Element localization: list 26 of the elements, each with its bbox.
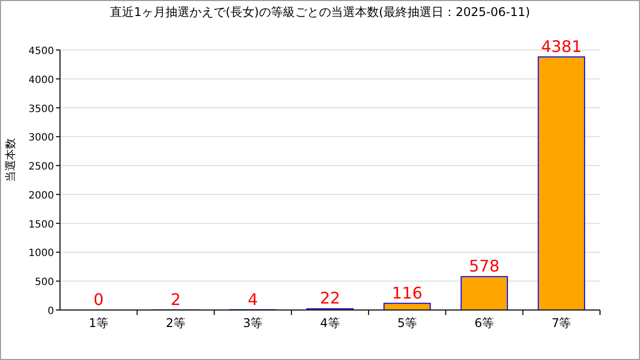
y-tick-label: 3500 bbox=[28, 104, 54, 115]
x-tick-label: 4等 bbox=[320, 316, 340, 330]
data-label: 22 bbox=[320, 288, 340, 308]
y-tick-label: 4500 bbox=[28, 46, 54, 57]
data-label: 4 bbox=[248, 290, 258, 309]
data-label: 2 bbox=[170, 290, 181, 309]
y-tick-label: 1000 bbox=[28, 248, 54, 260]
x-tick-label: 5等 bbox=[397, 316, 417, 330]
y-tick-label: 500 bbox=[34, 277, 54, 288]
data-label: 0 bbox=[93, 290, 104, 309]
x-tick-label: 1等 bbox=[88, 316, 108, 330]
chart-title: 直近1ヶ月抽選かえで(長女)の等級ごとの当選本数(最終抽選日：2025-06-11) bbox=[110, 5, 530, 19]
x-tick-label: 6等 bbox=[474, 316, 494, 330]
x-tick-label: 2等 bbox=[166, 316, 186, 330]
y-tick-label: 3000 bbox=[28, 132, 54, 144]
y-axis-title: 当選本数 bbox=[4, 138, 17, 182]
x-tick-label: 7等 bbox=[552, 316, 572, 330]
y-tick-label: 2500 bbox=[28, 162, 54, 173]
data-label: 4381 bbox=[541, 36, 582, 56]
data-label: 116 bbox=[392, 283, 422, 302]
y-tick-label: 2000 bbox=[28, 190, 54, 202]
y-tick-label: 1500 bbox=[28, 219, 54, 230]
y-tick-label: 4000 bbox=[28, 74, 54, 86]
data-label: 578 bbox=[469, 256, 500, 276]
x-tick-label: 3等 bbox=[243, 316, 263, 330]
y-tick-label: 0 bbox=[48, 306, 54, 317]
